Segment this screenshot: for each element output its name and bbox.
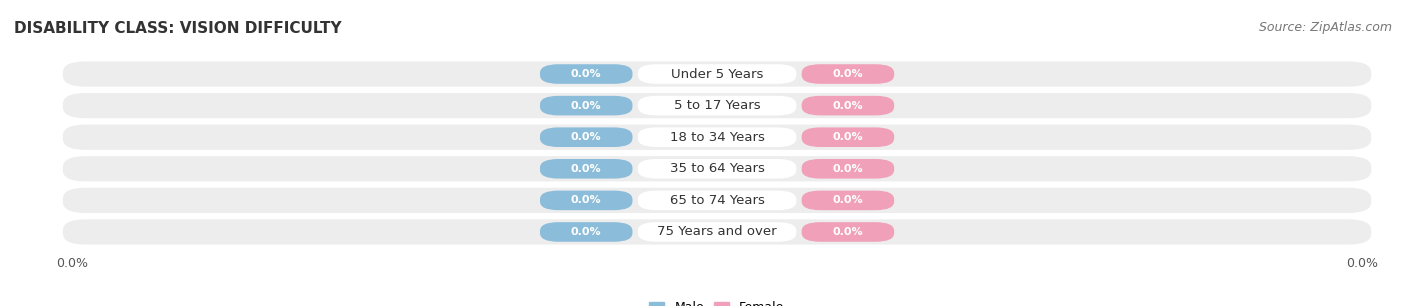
FancyBboxPatch shape — [540, 191, 633, 210]
Text: 0.0%: 0.0% — [571, 132, 602, 142]
FancyBboxPatch shape — [63, 219, 1371, 244]
FancyBboxPatch shape — [638, 127, 796, 147]
Text: 0.0%: 0.0% — [571, 164, 602, 174]
Text: 5 to 17 Years: 5 to 17 Years — [673, 99, 761, 112]
FancyBboxPatch shape — [801, 222, 894, 242]
FancyBboxPatch shape — [63, 62, 1371, 87]
Text: 65 to 74 Years: 65 to 74 Years — [669, 194, 765, 207]
FancyBboxPatch shape — [638, 222, 796, 242]
FancyBboxPatch shape — [63, 93, 1371, 118]
Text: 18 to 34 Years: 18 to 34 Years — [669, 131, 765, 144]
Text: 35 to 64 Years: 35 to 64 Years — [669, 162, 765, 175]
Text: 0.0%: 0.0% — [56, 257, 89, 270]
FancyBboxPatch shape — [540, 127, 633, 147]
Text: 0.0%: 0.0% — [832, 101, 863, 111]
FancyBboxPatch shape — [638, 159, 796, 179]
FancyBboxPatch shape — [540, 64, 633, 84]
FancyBboxPatch shape — [638, 96, 796, 115]
Text: 0.0%: 0.0% — [832, 69, 863, 79]
Text: 0.0%: 0.0% — [571, 227, 602, 237]
FancyBboxPatch shape — [801, 96, 894, 115]
FancyBboxPatch shape — [801, 64, 894, 84]
Text: DISABILITY CLASS: VISION DIFFICULTY: DISABILITY CLASS: VISION DIFFICULTY — [14, 21, 342, 36]
Text: Source: ZipAtlas.com: Source: ZipAtlas.com — [1258, 21, 1392, 34]
Text: 0.0%: 0.0% — [571, 101, 602, 111]
Text: Under 5 Years: Under 5 Years — [671, 68, 763, 80]
Text: 0.0%: 0.0% — [832, 195, 863, 205]
Text: 0.0%: 0.0% — [832, 132, 863, 142]
Text: 0.0%: 0.0% — [832, 227, 863, 237]
Text: 75 Years and over: 75 Years and over — [657, 226, 778, 238]
Text: 0.0%: 0.0% — [832, 164, 863, 174]
FancyBboxPatch shape — [638, 64, 796, 84]
FancyBboxPatch shape — [540, 159, 633, 179]
FancyBboxPatch shape — [540, 222, 633, 242]
FancyBboxPatch shape — [540, 96, 633, 115]
FancyBboxPatch shape — [63, 188, 1371, 213]
Legend: Male, Female: Male, Female — [644, 296, 790, 306]
FancyBboxPatch shape — [801, 191, 894, 210]
FancyBboxPatch shape — [63, 125, 1371, 150]
Text: 0.0%: 0.0% — [571, 69, 602, 79]
FancyBboxPatch shape — [801, 127, 894, 147]
Text: 0.0%: 0.0% — [571, 195, 602, 205]
FancyBboxPatch shape — [801, 159, 894, 179]
Text: 0.0%: 0.0% — [1346, 257, 1378, 270]
FancyBboxPatch shape — [63, 156, 1371, 181]
FancyBboxPatch shape — [638, 191, 796, 210]
